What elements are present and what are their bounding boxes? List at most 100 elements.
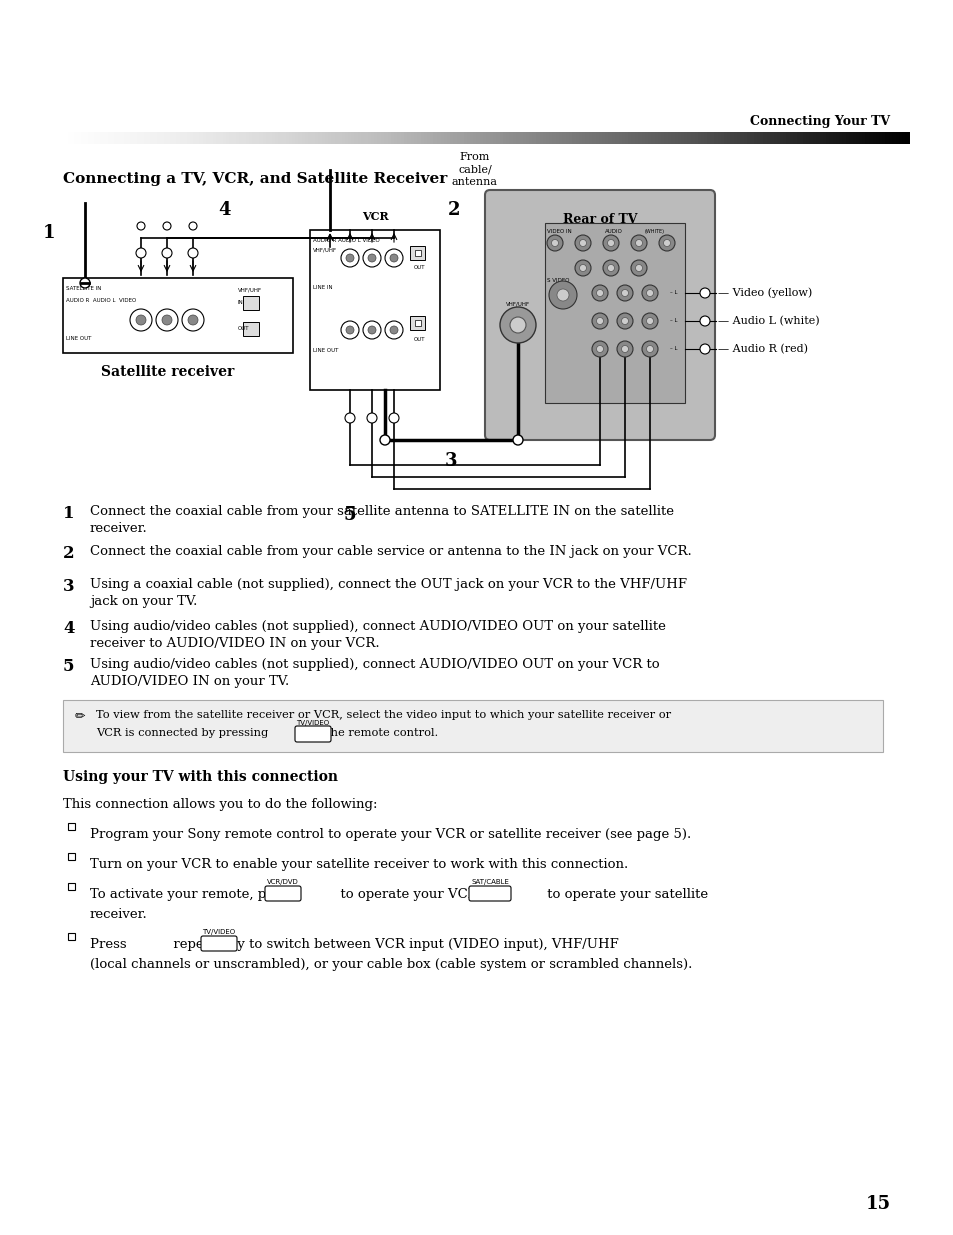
Circle shape: [513, 435, 522, 445]
Bar: [63, 700, 882, 752]
Circle shape: [620, 289, 628, 296]
Bar: [410, 316, 424, 330]
Circle shape: [379, 435, 390, 445]
Text: Turn on your VCR to enable your satellite receiver to work with this connection.: Turn on your VCR to enable your satellit…: [90, 858, 628, 871]
Bar: [68, 853, 75, 860]
Circle shape: [700, 316, 709, 326]
Circle shape: [578, 264, 586, 272]
Circle shape: [596, 289, 603, 296]
FancyBboxPatch shape: [484, 190, 714, 440]
Circle shape: [340, 321, 358, 338]
Circle shape: [630, 235, 646, 251]
Circle shape: [346, 326, 354, 333]
Text: IN: IN: [414, 248, 419, 253]
Circle shape: [578, 240, 586, 247]
Circle shape: [617, 285, 633, 301]
Circle shape: [575, 261, 590, 275]
Text: 4: 4: [218, 201, 231, 219]
Text: LINE OUT: LINE OUT: [66, 336, 91, 341]
Circle shape: [499, 308, 536, 343]
Circle shape: [136, 315, 146, 325]
Circle shape: [646, 346, 653, 352]
Circle shape: [137, 222, 145, 230]
Circle shape: [340, 249, 358, 267]
Bar: [415, 320, 420, 326]
Circle shape: [156, 309, 178, 331]
Circle shape: [390, 326, 397, 333]
FancyBboxPatch shape: [294, 726, 331, 742]
Circle shape: [630, 261, 646, 275]
Text: Connect the coaxial cable from your cable service or antenna to the IN jack on y: Connect the coaxial cable from your cabl…: [90, 545, 691, 558]
Circle shape: [548, 282, 577, 309]
Text: Using audio/video cables (not supplied), connect AUDIO/VIDEO OUT on your VCR to
: Using audio/video cables (not supplied),…: [90, 658, 659, 688]
Bar: [410, 246, 424, 261]
Text: 3: 3: [444, 452, 456, 471]
Circle shape: [385, 249, 402, 267]
Circle shape: [592, 312, 607, 329]
Text: (local channels or unscrambled), or your cable box (cable system or scrambled ch: (local channels or unscrambled), or your…: [90, 958, 692, 971]
Circle shape: [136, 248, 146, 258]
Text: This connection allows you to do the following:: This connection allows you to do the fol…: [63, 798, 377, 811]
Circle shape: [641, 312, 658, 329]
Circle shape: [596, 317, 603, 325]
Circle shape: [607, 240, 614, 247]
Circle shape: [163, 222, 171, 230]
Text: AUDIO: AUDIO: [604, 228, 622, 233]
Circle shape: [646, 317, 653, 325]
Text: TV/VIDEO: TV/VIDEO: [296, 720, 329, 726]
Circle shape: [363, 321, 380, 338]
Circle shape: [662, 240, 670, 247]
Bar: [68, 883, 75, 890]
Text: — Audio L (white): — Audio L (white): [718, 316, 819, 326]
Text: – L: – L: [669, 347, 677, 352]
Circle shape: [602, 261, 618, 275]
Bar: [544, 224, 684, 403]
Bar: [310, 230, 439, 390]
Circle shape: [700, 288, 709, 298]
Circle shape: [385, 321, 402, 338]
Circle shape: [367, 412, 376, 424]
Circle shape: [617, 341, 633, 357]
Text: VCR is connected by pressing           on the remote control.: VCR is connected by pressing on the remo…: [96, 727, 437, 739]
FancyBboxPatch shape: [265, 885, 301, 902]
Text: AUDIO R AUDIO L VIDEO: AUDIO R AUDIO L VIDEO: [313, 238, 379, 243]
Circle shape: [641, 285, 658, 301]
Circle shape: [189, 222, 196, 230]
Circle shape: [510, 317, 525, 333]
Text: 2: 2: [63, 545, 74, 562]
Circle shape: [182, 309, 204, 331]
Text: VCR: VCR: [361, 211, 388, 222]
Text: VIDEO IN: VIDEO IN: [546, 228, 571, 233]
Text: 5: 5: [63, 658, 74, 676]
Circle shape: [345, 412, 355, 424]
Circle shape: [546, 235, 562, 251]
Text: (WHITE): (WHITE): [644, 228, 664, 233]
Circle shape: [130, 309, 152, 331]
Circle shape: [188, 248, 198, 258]
Circle shape: [368, 326, 375, 333]
Text: 1: 1: [63, 505, 74, 522]
Circle shape: [346, 254, 354, 262]
Text: AUDIO R  AUDIO L  VIDEO: AUDIO R AUDIO L VIDEO: [66, 298, 136, 303]
Text: — Audio R (red): — Audio R (red): [718, 343, 807, 354]
Circle shape: [620, 346, 628, 352]
Text: IN: IN: [237, 300, 244, 305]
Text: receiver.: receiver.: [90, 908, 148, 921]
Text: ✏: ✏: [75, 710, 86, 722]
Circle shape: [607, 264, 614, 272]
Text: OUT: OUT: [414, 266, 425, 270]
Circle shape: [363, 249, 380, 267]
Text: TV/VIDEO: TV/VIDEO: [202, 929, 235, 935]
Text: OUT: OUT: [237, 326, 250, 331]
Circle shape: [641, 341, 658, 357]
Text: – L: – L: [669, 319, 677, 324]
Circle shape: [635, 264, 641, 272]
Circle shape: [389, 412, 398, 424]
Text: VHF/UHF: VHF/UHF: [505, 301, 530, 306]
Circle shape: [80, 278, 90, 288]
Text: LINE OUT: LINE OUT: [313, 348, 338, 353]
Text: SATELLITE IN: SATELLITE IN: [66, 287, 101, 291]
Circle shape: [592, 285, 607, 301]
Text: VHF/UHF: VHF/UHF: [313, 248, 336, 253]
Bar: [68, 823, 75, 830]
